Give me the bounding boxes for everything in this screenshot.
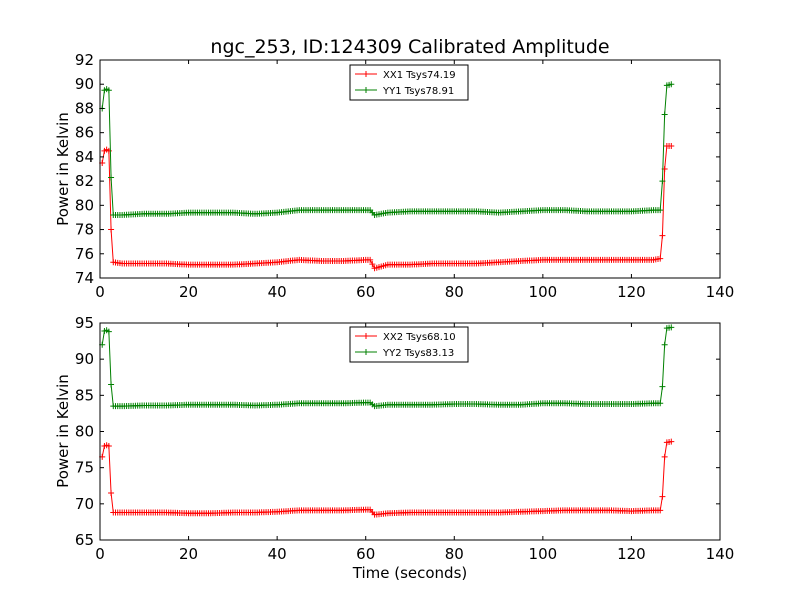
bottom-series-1-marker (659, 383, 666, 390)
top-series-1-marker (661, 111, 668, 118)
top-y-tick-label: 80 (75, 196, 94, 214)
top-series-1-marker (105, 87, 112, 94)
top-y-tick-label: 88 (75, 99, 94, 117)
top-y-tick-label: 90 (75, 75, 94, 93)
top-x-tick-label: 140 (706, 283, 735, 301)
top-y-tick-label: 84 (75, 148, 94, 166)
top-series-1-marker (668, 81, 675, 88)
bottom-y-tick-label: 65 (75, 531, 94, 549)
bottom-series-0-marker (657, 507, 664, 514)
top-series-1-marker (659, 178, 666, 185)
top-series-0-marker (367, 256, 374, 263)
top-series-0-marker (659, 232, 666, 239)
top-subplot: Power in Kelvin 0 20 40 60 80 100 120 140 74 76 78… (54, 51, 734, 301)
bottom-y-tick-label: 75 (75, 459, 94, 477)
top-plot-frame (99, 59, 721, 279)
bottom-y-tick-label: 70 (75, 495, 94, 513)
top-series-0 (99, 142, 675, 272)
bottom-series-0-marker (668, 438, 675, 445)
bottom-series-1-marker (108, 381, 115, 388)
bottom-x-tick-label: 0 (95, 545, 105, 563)
bottom-legend-box (349, 326, 469, 363)
bottom-series-1-marker (661, 341, 668, 348)
bottom-y-tick-label: 85 (75, 386, 94, 404)
top-series-0-marker (657, 255, 664, 262)
top-y-tick-label: 86 (75, 124, 94, 142)
top-series-0-marker (668, 142, 675, 149)
bottom-x-tick-label: 140 (706, 545, 735, 563)
bottom-x-tick-label: 60 (356, 545, 375, 563)
bottom-x-axis-label: Time (seconds) (352, 564, 468, 582)
bottom-series-0 (99, 438, 675, 518)
bottom-series-1-marker (105, 328, 112, 335)
top-legend-box (349, 64, 469, 101)
bottom-series-0-marker (108, 489, 115, 496)
figure-title: ngc_253, ID:124309 Calibrated Amplitude (210, 36, 609, 58)
top-legend-marker-0 (363, 71, 369, 77)
bottom-y-tick-label: 95 (75, 314, 94, 332)
top-y-tick-label: 82 (75, 172, 94, 190)
top-series-1-marker (108, 174, 115, 181)
top-y-tick-label: 76 (75, 245, 94, 263)
top-legend-marker-1 (363, 87, 369, 93)
bottom-x-tick-label: 100 (529, 545, 558, 563)
top-series-0-marker (369, 261, 376, 268)
top-legend-label-1: YY1 Tsys78.91 (382, 86, 454, 97)
top-y-axis-label: Power in Kelvin (54, 112, 72, 226)
bottom-y-axis-label: Power in Kelvin (54, 374, 72, 488)
top-y-tick-label: 74 (75, 269, 94, 287)
bottom-y-tick-label: 90 (75, 350, 94, 368)
bottom-series-1-marker (668, 324, 675, 331)
bottom-series-0-marker (659, 493, 666, 500)
top-x-tick-label: 120 (617, 283, 646, 301)
top-legend-label-0: XX1 Tsys74.19 (383, 70, 456, 81)
bottom-legend-label-0: XX2 Tsys68.10 (383, 332, 456, 343)
bottom-legend-marker-1 (363, 349, 369, 355)
bottom-x-tick-label: 80 (445, 545, 464, 563)
top-series-0-marker (108, 226, 115, 233)
bottom-series-0-marker (661, 453, 668, 460)
bottom-series-1 (99, 324, 675, 410)
bottom-legend: XX2 Tsys68.10 YY2 Tsys83.13 (349, 326, 469, 363)
bottom-x-tick-label: 20 (179, 545, 198, 563)
top-x-tick-label: 40 (268, 283, 287, 301)
top-x-tick-label: 0 (95, 283, 105, 301)
bottom-x-tick-label: 120 (617, 545, 646, 563)
top-series-1-marker (657, 207, 664, 214)
bottom-x-tick-label: 40 (268, 545, 287, 563)
top-x-tick-label: 100 (529, 283, 558, 301)
bottom-y-tick-label: 80 (75, 423, 94, 441)
bottom-legend-label-1: YY2 Tsys83.13 (382, 348, 454, 359)
top-y-tick-label: 78 (75, 221, 94, 239)
top-x-tick-label: 20 (179, 283, 198, 301)
bottom-series-1-marker (657, 400, 664, 407)
bottom-series-0-marker (105, 442, 112, 449)
bottom-legend-marker-0 (363, 333, 369, 339)
top-x-tick-label: 60 (356, 283, 375, 301)
top-x-tick-label: 80 (445, 283, 464, 301)
top-legend: XX1 Tsys74.19 YY1 Tsys78.91 (349, 64, 469, 101)
top-y-tick-label: 92 (75, 51, 94, 69)
top-series-1 (99, 81, 675, 219)
bottom-subplot: Power in Kelvin Time (seconds) 0 20 40 60 80… (54, 314, 734, 582)
